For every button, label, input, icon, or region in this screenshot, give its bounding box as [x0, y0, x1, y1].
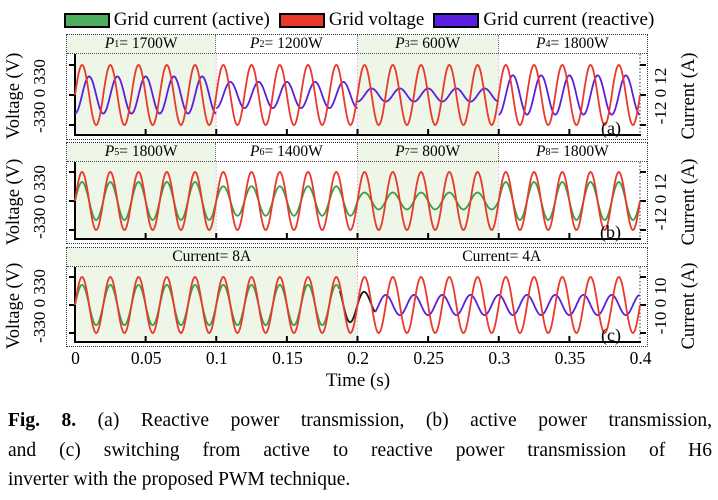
waveform-plot-b — [69, 162, 646, 240]
legend-swatch-voltage-icon — [278, 12, 325, 28]
y-axis-title-voltage: Voltage (V) — [4, 158, 24, 246]
y-axis-ticks-voltage: -330 0 330 — [30, 59, 49, 133]
y-axis-title-voltage: Voltage (V) — [4, 52, 24, 140]
y-axis-title-current: Current (A) — [679, 262, 699, 350]
legend-item-voltage: Grid voltage — [278, 9, 425, 31]
wave-path — [357, 87, 499, 103]
x-tick-label: 0.05 — [130, 348, 162, 368]
legend-label: Grid voltage — [328, 9, 425, 30]
legend-label: Grid current (active) — [113, 9, 270, 30]
y-axis-ticks-current: -12 0 12 — [651, 67, 670, 125]
y-axis-title-voltage: Voltage (V) — [4, 262, 24, 350]
waveform-plot-a — [69, 54, 646, 136]
legend-swatch-active-icon — [63, 12, 110, 28]
plot-box-c: Current = 8A Current = 4A (c) — [66, 247, 648, 347]
x-axis-title: Time (s) — [325, 370, 391, 391]
wave-path — [74, 171, 641, 231]
legend-item-reactive: Grid current (reactive) — [433, 9, 654, 31]
legend: Grid current (active) Grid voltage Grid … — [0, 7, 718, 33]
subplot-b: Voltage (V) -330 0 330 -12 0 12 Current … — [0, 142, 718, 247]
segment-label-strip-c: Current = 8A Current = 4A — [67, 248, 647, 267]
x-tick-label: 0.2 — [347, 348, 369, 368]
x-tick-label: 0 — [71, 348, 80, 368]
caption-line-2: and (c) switching from active to reactiv… — [8, 439, 712, 461]
x-tick-label: 0.35 — [554, 348, 586, 368]
y-axis-ticks-voltage: -330 0 330 — [30, 165, 49, 239]
wave-path — [374, 294, 640, 316]
panel-letter-a: (a) — [601, 118, 621, 138]
x-tick-label: 0.3 — [488, 348, 511, 368]
wave-path — [74, 75, 217, 115]
y-axis-ticks-current: -12 0 12 — [651, 173, 670, 231]
segment-label: Current = 8A — [67, 248, 358, 266]
legend-swatch-reactive-icon — [433, 12, 480, 28]
caption-line-1: Fig. 8. (a) Reactive power transmission,… — [8, 410, 712, 431]
waveform-plot-c — [69, 267, 646, 343]
caption-fig-label: Fig. 8. — [8, 410, 77, 431]
figure-caption: Fig. 8. (a) Reactive power transmission,… — [8, 406, 712, 495]
subplot-a: Voltage (V) -330 0 330 -12 0 12 Current … — [0, 34, 718, 143]
x-tick-label: 0.4 — [629, 348, 652, 368]
wave-path — [216, 80, 358, 110]
subplot-c: Voltage (V) -330 0 330 -10 0 10 Current … — [0, 247, 718, 350]
wave-path — [74, 64, 641, 126]
legend-item-active: Grid current (active) — [63, 9, 270, 31]
x-tick-label: 0.15 — [272, 348, 303, 368]
y-axis-title-current: Current (A) — [679, 158, 699, 246]
panel-letter-c: (c) — [601, 325, 621, 345]
wave-path — [74, 276, 641, 334]
y-axis-ticks-current: -10 0 10 — [651, 277, 670, 335]
x-tick-label: 0.25 — [413, 348, 444, 368]
legend-label: Grid current (reactive) — [483, 9, 655, 30]
x-tick-label: 0.1 — [205, 348, 228, 368]
panel-letter-b: (b) — [600, 222, 621, 242]
wave-path — [498, 74, 641, 116]
segment-label: Current = 4A — [357, 248, 646, 266]
y-axis-ticks-voltage: -330 0 330 — [30, 269, 49, 343]
y-axis-title-current: Current (A) — [679, 52, 699, 140]
caption-line-3: inverter with the proposed PWM technique… — [8, 469, 351, 491]
